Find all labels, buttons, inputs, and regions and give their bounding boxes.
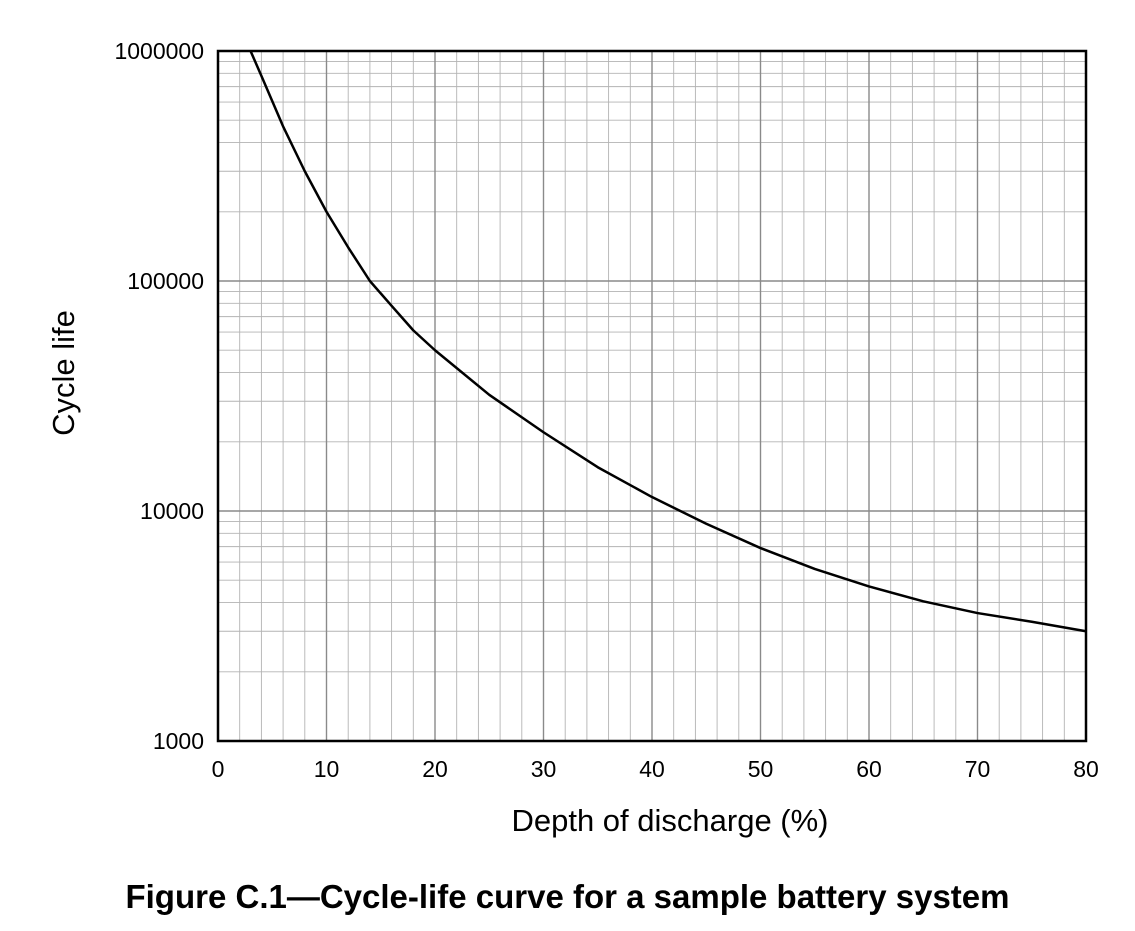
y-tick-label: 1000000 [114, 38, 204, 64]
grid-major [218, 51, 1086, 741]
x-tick-label: 40 [639, 756, 665, 782]
y-tick-label: 1000 [153, 728, 204, 754]
y-tick-label: 10000 [140, 498, 204, 524]
figure-caption: Figure C.1—Cycle-life curve for a sample… [125, 878, 1010, 915]
x-tick-label: 60 [856, 756, 882, 782]
cycle-life-chart: 0 10 20 30 40 50 60 70 80 1000 10000 100000 1000000… [46, 38, 1099, 838]
cycle-life-curve [249, 50, 1087, 633]
y-tick-labels: 1000 10000 100000 1000000 [114, 38, 204, 754]
x-tick-label: 10 [314, 756, 340, 782]
x-tick-label: 0 [212, 756, 225, 782]
y-tick-label: 100000 [127, 268, 204, 294]
x-axis-title: Depth of discharge (%) [511, 803, 828, 838]
x-tick-label: 20 [422, 756, 448, 782]
plot-frame [216, 49, 1088, 743]
x-tick-label: 80 [1073, 756, 1099, 782]
x-tick-label: 70 [965, 756, 991, 782]
x-tick-label: 50 [748, 756, 774, 782]
x-tick-labels: 0 10 20 30 40 50 60 70 80 [212, 756, 1099, 782]
x-tick-label: 30 [531, 756, 557, 782]
y-axis-title: Cycle life [46, 310, 81, 436]
